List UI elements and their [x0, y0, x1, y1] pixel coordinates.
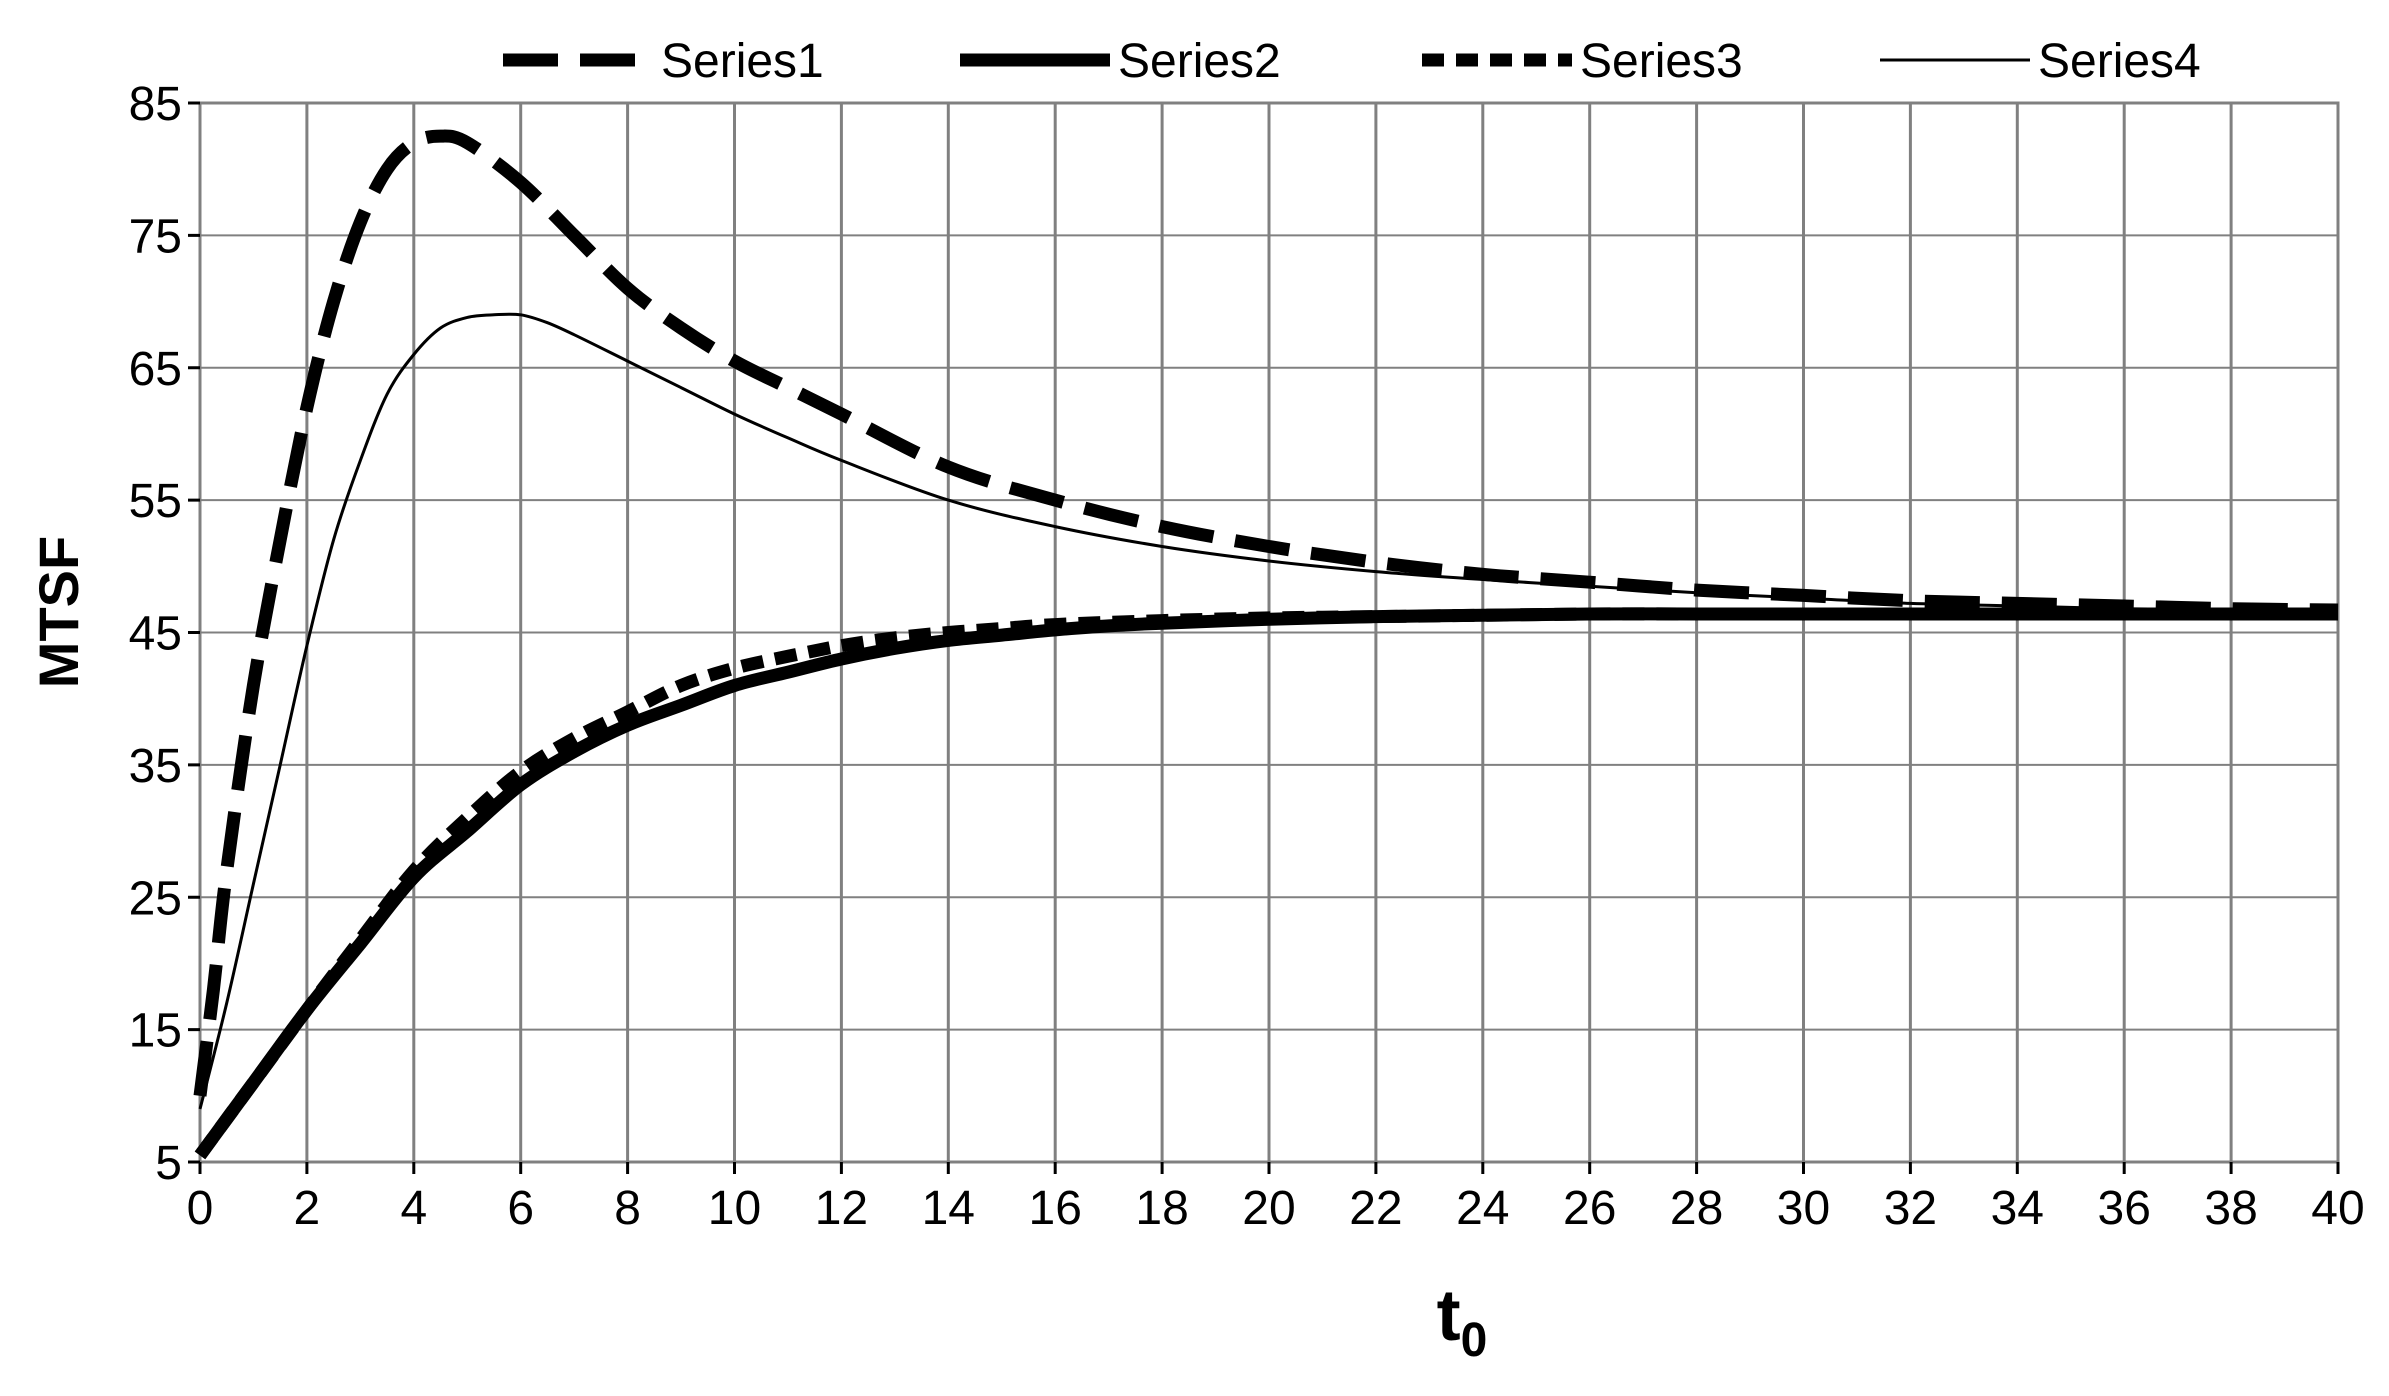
y-tick-label: 55 [129, 475, 182, 528]
y-tick-label: 65 [129, 343, 182, 396]
x-axis-title-main: t [1437, 1276, 1461, 1356]
x-tick-label: 30 [1777, 1182, 1830, 1235]
y-tick-label: 85 [129, 78, 182, 131]
x-tick-label: 0 [187, 1182, 214, 1235]
x-tick-label: 10 [708, 1182, 761, 1235]
x-axis-title: t0 [1437, 1276, 1488, 1367]
series-line-series1 [193, 129, 2339, 1097]
legend-label-series3: Series3 [1580, 35, 1743, 88]
x-tick-label: 12 [815, 1182, 868, 1235]
grid-lines [198, 102, 2340, 1163]
legend-label-series1: Series1 [661, 35, 824, 88]
x-tick-label: 18 [1135, 1182, 1188, 1235]
y-tick-labels: 5 15 25 35 45 55 65 75 85 [129, 78, 200, 1190]
x-tick-label: 34 [1991, 1182, 2044, 1235]
y-tick-label: 5 [155, 1137, 182, 1190]
x-tick-label: 22 [1349, 1182, 1402, 1235]
x-tick-label: 16 [1029, 1182, 1082, 1235]
x-tick-label: 6 [507, 1182, 534, 1235]
x-axis-title-subscript: 0 [1461, 1314, 1488, 1367]
x-tick-label: 40 [2311, 1182, 2364, 1235]
x-tick-label: 26 [1563, 1182, 1616, 1235]
y-axis-title: MTSF [27, 536, 90, 688]
series-layer [193, 129, 2339, 1160]
y-tick-label: 35 [129, 740, 182, 793]
y-tick-label: 15 [129, 1005, 182, 1058]
y-tick-label: 25 [129, 872, 182, 925]
legend-label-series4: Series4 [2038, 35, 2201, 88]
series-line-series2 [194, 607, 2338, 1160]
x-tick-label: 38 [2204, 1182, 2257, 1235]
x-tick-label: 8 [614, 1182, 641, 1235]
x-tick-labels: 0 2 4 6 8 10 12 14 16 18 20 22 24 26 28 30 32 34 36 38 40 [187, 1162, 2365, 1235]
x-tick-label: 2 [294, 1182, 321, 1235]
series-line-series3 [194, 607, 2338, 1160]
x-tick-label: 32 [1884, 1182, 1937, 1235]
x-tick-label: 36 [2098, 1182, 2151, 1235]
y-tick-label: 75 [129, 210, 182, 263]
x-tick-label: 4 [400, 1182, 427, 1235]
legend-label-series2: Series2 [1118, 35, 1281, 88]
legend: Series1 Series2 Series3 Series4 [503, 35, 2201, 88]
x-tick-label: 28 [1670, 1182, 1723, 1235]
x-tick-label: 20 [1242, 1182, 1295, 1235]
x-tick-label: 14 [922, 1182, 975, 1235]
y-tick-label: 45 [129, 608, 182, 661]
x-tick-label: 24 [1456, 1182, 1509, 1235]
